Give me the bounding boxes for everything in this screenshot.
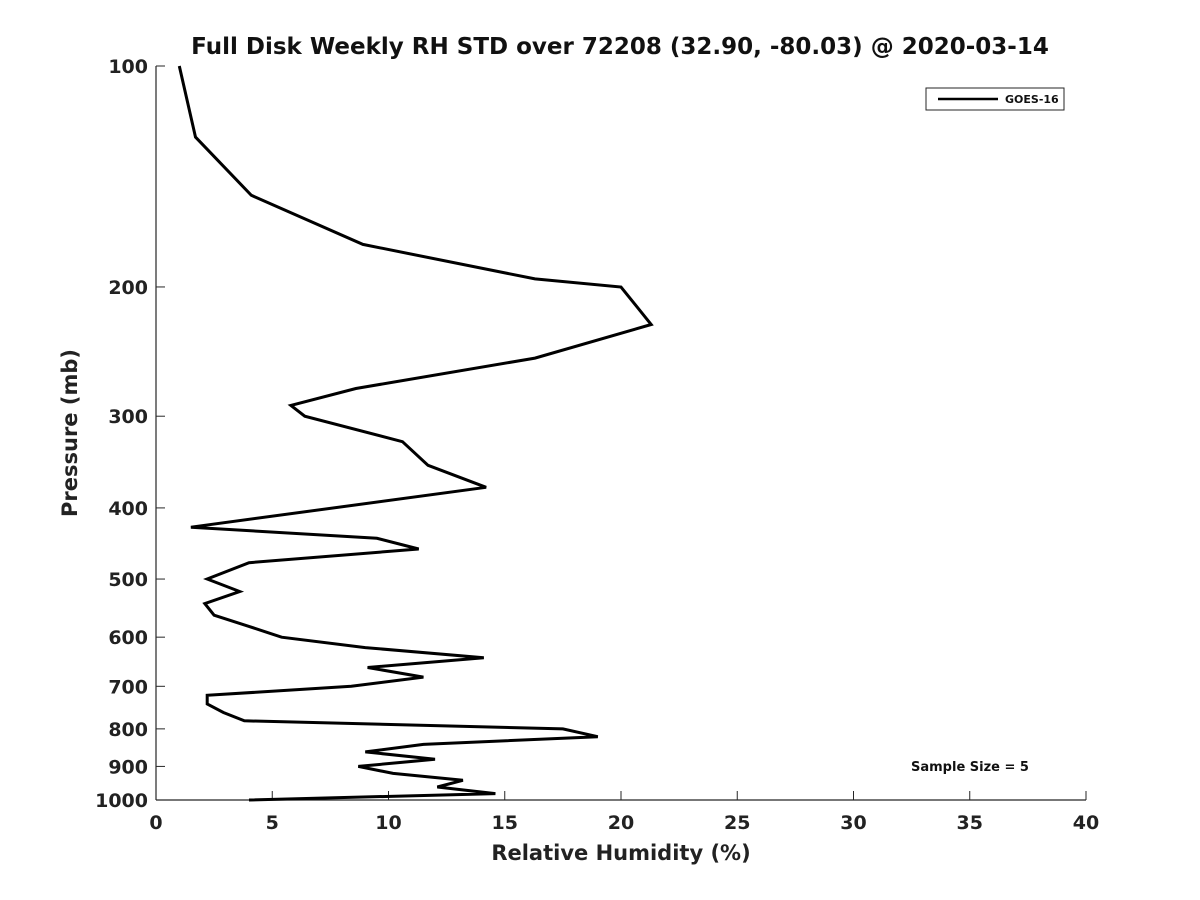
y-tick-label: 200	[108, 277, 148, 299]
legend: GOES-16	[925, 87, 1065, 111]
y-axis-ticks: 100 200 300 400 500 600 700 800 900 1000	[95, 56, 165, 812]
sample-size-annotation: Sample Size = 5	[911, 760, 1029, 775]
y-tick-label: 1000	[95, 790, 148, 812]
x-tick-label: 5	[266, 812, 279, 834]
x-tick-label: 0	[149, 812, 162, 834]
chart-title: Full Disk Weekly RH STD over 72208 (32.9…	[191, 34, 1049, 60]
y-tick-label: 600	[108, 627, 148, 649]
y-tick-label: 900	[108, 756, 148, 778]
x-tick-label: 25	[724, 812, 750, 834]
x-axis-label: Relative Humidity (%)	[491, 841, 750, 865]
x-axis-ticks: 0 5 10 15 20 25 30 35 40	[149, 791, 1099, 834]
x-tick-label: 35	[957, 812, 983, 834]
y-axis-label: Pressure (mb)	[58, 349, 82, 517]
legend-label-goes-16: GOES-16	[1005, 93, 1059, 106]
x-tick-label: 15	[492, 812, 518, 834]
y-tick-label: 100	[108, 56, 148, 78]
x-tick-label: 10	[375, 812, 401, 834]
series-layer	[177, 65, 654, 802]
y-tick-label: 400	[108, 498, 148, 520]
x-tick-label: 40	[1073, 812, 1099, 834]
series-line-goes-16	[177, 65, 654, 802]
y-tick-label: 700	[108, 676, 148, 698]
y-tick-label: 500	[108, 569, 148, 591]
x-tick-label: 30	[840, 812, 866, 834]
x-tick-label: 20	[608, 812, 634, 834]
y-tick-label: 800	[108, 719, 148, 741]
y-tick-label: 300	[108, 406, 148, 428]
